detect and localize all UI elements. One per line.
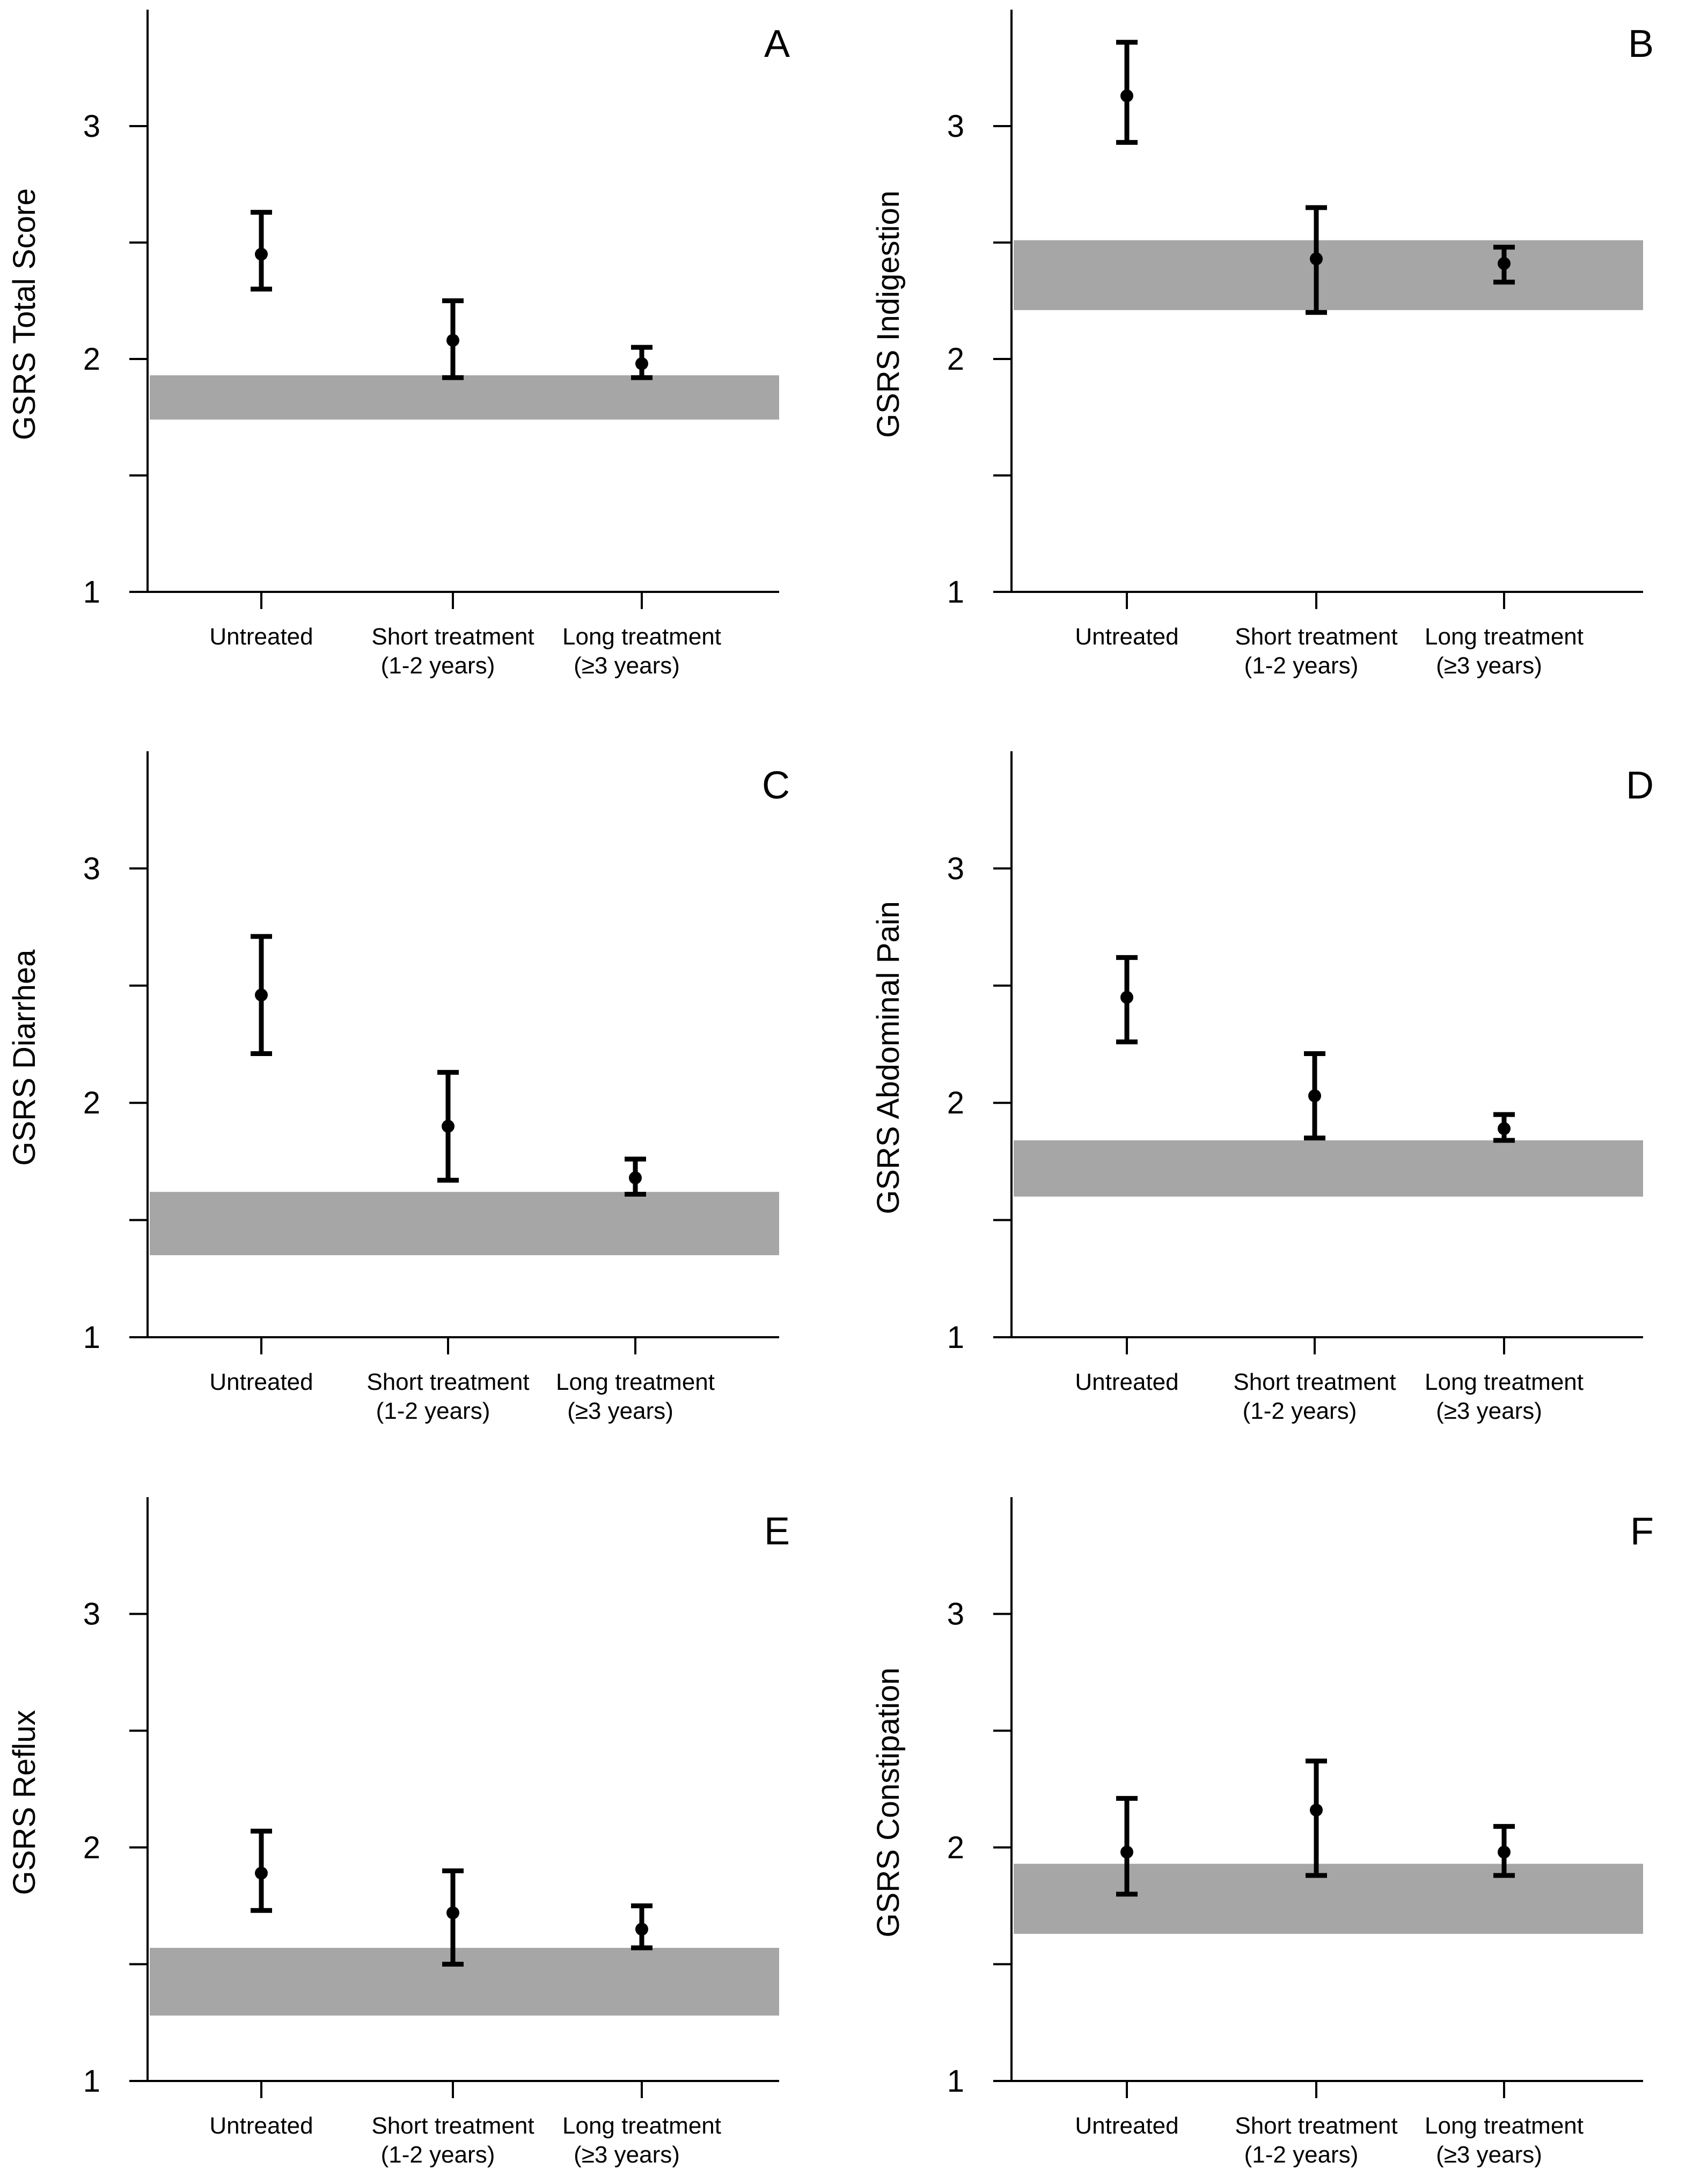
x-tick-label: (1-2 years) — [381, 2142, 495, 2168]
data-point — [1308, 1089, 1321, 1103]
y-tick-label: 3 — [83, 1597, 100, 1632]
y-tick-label: 3 — [83, 109, 100, 144]
x-tick-label: (≥3 years) — [1436, 2142, 1542, 2168]
x-tick-label: Short treatment — [1235, 2113, 1397, 2139]
y-tick-label: 1 — [83, 575, 100, 610]
data-point — [635, 1923, 648, 1936]
data-point — [1310, 1804, 1323, 1817]
panel-a: 1 2 3 GSRS Total Score A Untreated Short treat… — [7, 10, 790, 679]
x-tick-label: Short treatment — [1233, 1369, 1396, 1395]
x-tick-label: Long treatment — [562, 624, 721, 650]
panel-c: 1 2 3 GSRS Diarrhea C Untreated Short treatmen… — [7, 751, 790, 1424]
panel-d: 1 2 3 GSRS Abdominal Pain D Untreated Short tr… — [871, 751, 1654, 1424]
data-point — [629, 1171, 642, 1184]
x-tick-label: Long treatment — [1425, 624, 1584, 650]
y-tick-label: 1 — [83, 1320, 100, 1355]
panel-letter: B — [1628, 23, 1654, 65]
y-tick-label: 2 — [83, 342, 100, 377]
y-axis-label: GSRS Reflux — [7, 1710, 42, 1895]
data-point — [255, 988, 268, 1002]
y-tick-label: 3 — [947, 851, 964, 886]
data-point — [1498, 1122, 1511, 1135]
reference-band — [150, 375, 779, 420]
y-axis-label: GSRS Indigestion — [871, 190, 906, 438]
y-tick-label: 2 — [83, 1830, 100, 1865]
data-point — [255, 1866, 268, 1880]
reference-band — [150, 1947, 779, 2016]
y-tick-label: 3 — [947, 109, 964, 144]
x-tick-label: Long treatment — [562, 2113, 721, 2139]
x-tick-label: (≥3 years) — [1436, 1398, 1542, 1424]
y-tick-label: 2 — [83, 1086, 100, 1120]
panel-f: 1 2 3 GSRS Constipation F Untreated Short trea… — [871, 1497, 1654, 2168]
x-tick-label: Long treatment — [556, 1369, 715, 1395]
data-point — [442, 1119, 455, 1133]
x-tick-label: Untreated — [1075, 624, 1178, 650]
x-tick-label: (≥3 years) — [567, 1398, 673, 1424]
panel-letter: F — [1630, 1510, 1654, 1553]
y-axis-label: GSRS Diarrhea — [7, 949, 42, 1166]
x-tick-label: Short treatment — [371, 2113, 534, 2139]
reference-band — [1014, 1140, 1643, 1197]
y-tick-label: 1 — [947, 1320, 964, 1355]
data-point — [446, 334, 459, 347]
x-tick-label: (1-2 years) — [1244, 2142, 1359, 2168]
x-tick-label: Untreated — [209, 2113, 313, 2139]
data-point — [255, 247, 268, 261]
x-tick-label: (1-2 years) — [1244, 653, 1359, 679]
x-tick-label: Long treatment — [1425, 2113, 1584, 2139]
reference-band — [1014, 1864, 1643, 1934]
y-tick-label: 1 — [83, 2064, 100, 2099]
reference-band — [150, 1192, 779, 1256]
data-point — [635, 357, 648, 370]
data-point — [1498, 1845, 1511, 1859]
y-tick-label: 2 — [947, 1086, 964, 1120]
y-tick-label: 3 — [83, 851, 100, 886]
x-tick-label: (≥3 years) — [574, 653, 680, 679]
data-point — [446, 1906, 459, 1919]
data-point — [1498, 257, 1511, 270]
y-tick-label: 3 — [947, 1597, 964, 1632]
x-tick-label: Untreated — [1075, 1369, 1178, 1395]
x-tick-label: Short treatment — [1235, 624, 1397, 650]
x-tick-label: Untreated — [1075, 2113, 1178, 2139]
data-point — [1120, 1845, 1133, 1859]
panel-letter: A — [764, 23, 790, 65]
x-tick-label: Short treatment — [371, 624, 534, 650]
x-tick-label: (≥3 years) — [1436, 653, 1542, 679]
y-tick-label: 1 — [947, 2064, 964, 2099]
data-point — [1310, 252, 1323, 266]
panel-letter: D — [1626, 764, 1654, 807]
panel-letter: C — [762, 764, 790, 807]
y-tick-label: 2 — [947, 1830, 964, 1865]
panel-e: 1 2 3 GSRS Reflux E Untreated Short treatment (… — [7, 1497, 790, 2168]
panel-b: 1 2 3 GSRS Indigestion B Untreated Short treat… — [871, 10, 1654, 679]
y-axis-label: GSRS Total Score — [7, 188, 42, 441]
x-tick-label: Untreated — [209, 1369, 313, 1395]
x-tick-label: (1-2 years) — [1243, 1398, 1357, 1424]
panel-letter: E — [764, 1510, 790, 1553]
y-axis-label: GSRS Abdominal Pain — [871, 901, 906, 1214]
data-point — [1120, 991, 1133, 1004]
data-point — [1120, 89, 1133, 102]
y-tick-label: 2 — [947, 342, 964, 377]
x-tick-label: (≥3 years) — [574, 2142, 680, 2168]
x-tick-label: Short treatment — [366, 1369, 529, 1395]
y-axis-label: GSRS Constipation — [871, 1668, 906, 1938]
x-tick-label: Untreated — [209, 624, 313, 650]
y-tick-label: 1 — [947, 575, 964, 610]
x-tick-label: Long treatment — [1425, 1369, 1584, 1395]
x-tick-label: (1-2 years) — [376, 1398, 490, 1424]
reference-band — [1014, 240, 1643, 310]
x-tick-label: (1-2 years) — [381, 653, 495, 679]
